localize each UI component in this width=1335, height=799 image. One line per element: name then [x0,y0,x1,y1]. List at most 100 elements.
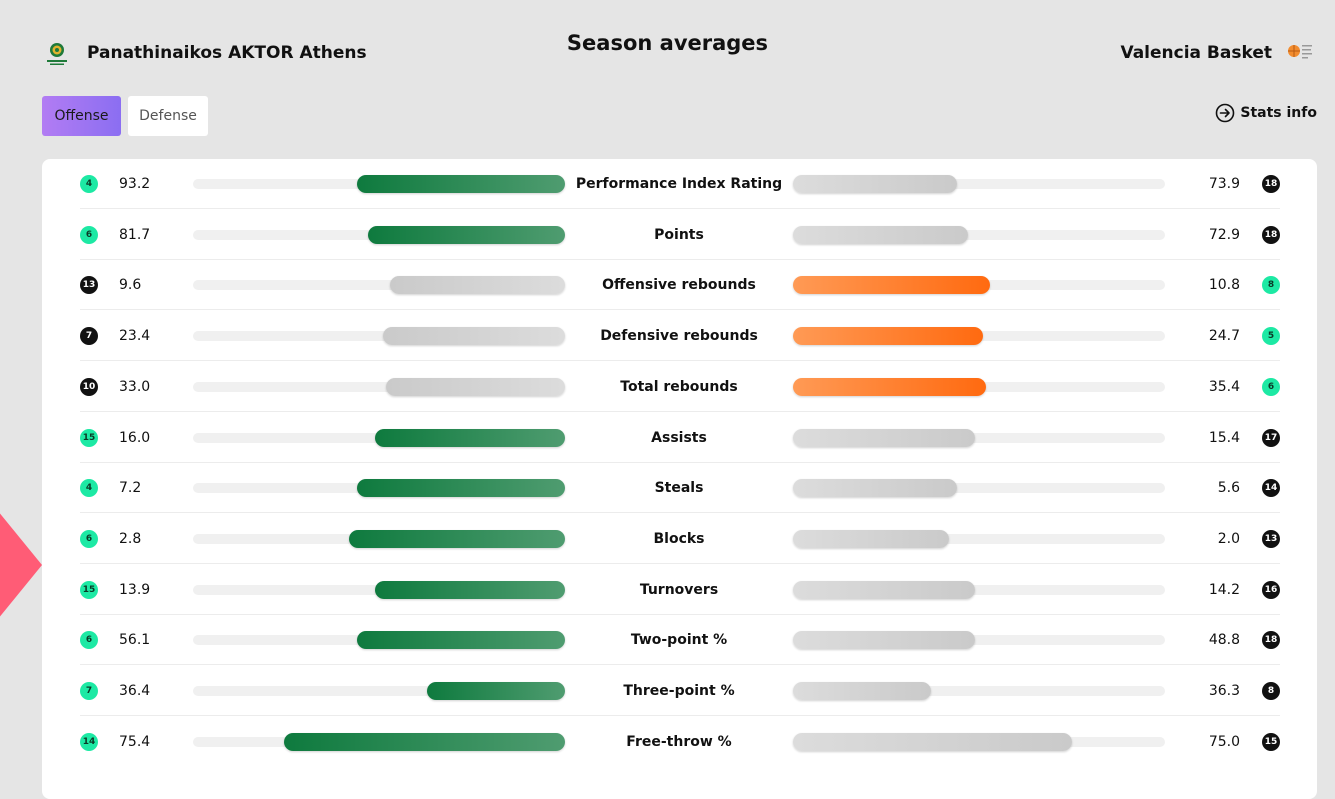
home-rank-badge: 4 [80,175,98,193]
home-bar-fill [375,428,565,447]
stat-row-total-rebounds: 10 33.0 Total rebounds 35.4 6 [80,362,1280,412]
away-stat-value: 5.6 [1217,480,1240,497]
home-bar-track [193,377,565,396]
stat-row-free-throw-pct: 14 75.4 Free-throw % 75.0 15 [80,717,1280,767]
home-stat-value: 16.0 [119,429,151,446]
away-bar-fill [793,377,987,396]
home-bar-track [193,225,565,244]
away-stat-value: 75.0 [1208,733,1240,750]
home-bar-track [193,732,565,751]
away-stat-value: 14.2 [1208,581,1240,598]
away-bar-fill [793,175,957,193]
home-bar-fill [367,225,565,244]
away-bar-fill [793,479,957,498]
away-bar-fill [793,732,1072,751]
stat-label: Blocks [653,530,705,547]
arrow-circle-right-icon [1215,103,1235,123]
home-bar-track [193,327,565,346]
stat-type-tabs: Offense Defense [42,96,208,136]
away-bar-track [793,682,1165,700]
away-bar-track [793,732,1165,751]
home-bar-track [193,428,565,447]
home-rank-badge: 4 [80,479,98,498]
stat-row-performance-index-rating: 4 93.2 Performance Index Rating 73.9 18 [80,159,1280,209]
stat-label: Three-point % [623,683,735,699]
away-bar-fill [793,225,968,244]
away-stat-value: 48.8 [1208,632,1240,649]
home-bar-fill [356,479,565,498]
away-stat-value: 15.4 [1208,429,1240,446]
stat-row-defensive-rebounds: 7 23.4 Defensive rebounds 24.7 5 [80,311,1280,362]
stats-info-button[interactable]: Stats info [1215,103,1317,123]
away-stat-value: 24.7 [1208,328,1240,345]
away-rank-badge: 16 [1262,580,1280,599]
panathinaikos-logo-icon [42,38,72,68]
home-stat-value: 2.8 [119,530,142,547]
away-team[interactable]: Valencia Basket [1120,38,1315,68]
away-bar-fill [793,428,976,447]
away-bar-fill [793,327,983,346]
stats-comparison-card: 4 93.2 Performance Index Rating 73.9 18 6 81.7… [42,159,1317,799]
home-stat-value: 36.4 [119,683,151,699]
stat-row-points: 6 81.7 Points 72.9 18 [80,210,1280,260]
away-team-name: Valencia Basket [1120,43,1272,63]
home-bar-fill [427,682,565,700]
away-stat-value: 73.9 [1208,176,1240,192]
stat-row-two-point-pct: 6 56.1 Two-point % 48.8 18 [80,615,1280,666]
home-bar-track [193,580,565,599]
home-bar-fill [390,276,565,295]
away-bar-track [793,276,1165,295]
home-stat-value: 81.7 [119,226,151,243]
home-stat-value: 7.2 [119,480,142,497]
home-rank-badge: 6 [80,529,98,548]
decorative-accent-shape [0,440,42,690]
home-team-name: Panathinaikos AKTOR Athens [87,43,367,63]
stat-label: Turnovers [639,581,719,598]
stat-label: Defensive rebounds [600,328,758,345]
away-bar-track [793,377,1165,396]
home-rank-badge: 6 [80,631,98,650]
away-bar-track [793,327,1165,346]
home-stat-value: 13.9 [119,581,151,598]
tab-defense[interactable]: Defense [128,96,208,136]
home-bar-fill [356,631,565,650]
away-rank-badge: 17 [1262,428,1280,447]
stat-row-three-point-pct: 7 36.4 Three-point % 36.3 8 [80,666,1280,716]
home-rank-badge: 7 [80,682,98,700]
away-stat-value: 72.9 [1208,226,1240,243]
away-bar-track [793,631,1165,650]
stat-label: Two-point % [630,632,728,649]
away-bar-track [793,479,1165,498]
home-rank-badge: 13 [80,276,98,295]
stat-label: Points [654,226,704,243]
stat-row-turnovers: 15 13.9 Turnovers 14.2 16 [80,565,1280,615]
away-stat-value: 10.8 [1208,277,1240,294]
page-title: Season averages [566,31,769,55]
home-stat-value: 93.2 [119,176,151,192]
home-team[interactable]: Panathinaikos AKTOR Athens [42,38,367,68]
home-bar-fill [356,175,565,193]
home-bar-track [193,529,565,548]
away-rank-badge: 18 [1262,631,1280,650]
home-bar-fill [349,529,565,548]
stat-label: Assists [651,429,707,446]
valencia-basket-logo-icon [1285,38,1315,68]
stat-label: Steals [654,480,704,497]
away-bar-fill [793,580,976,599]
away-rank-badge: 5 [1262,327,1280,346]
matchup-header: Panathinaikos AKTOR Athens Season averag… [0,0,1335,150]
away-rank-badge: 18 [1262,175,1280,193]
away-bar-fill [793,529,950,548]
home-rank-badge: 10 [80,377,98,396]
home-bar-fill [386,377,565,396]
stat-label: Offensive rebounds [602,277,756,294]
away-bar-fill [793,276,991,295]
home-bar-fill [382,327,565,346]
away-rank-badge: 18 [1262,225,1280,244]
away-rank-badge: 15 [1262,732,1280,751]
away-bar-track [793,225,1165,244]
away-rank-badge: 13 [1262,529,1280,548]
away-rank-badge: 8 [1262,276,1280,295]
home-stat-value: 33.0 [119,378,151,395]
tab-offense[interactable]: Offense [42,96,121,136]
